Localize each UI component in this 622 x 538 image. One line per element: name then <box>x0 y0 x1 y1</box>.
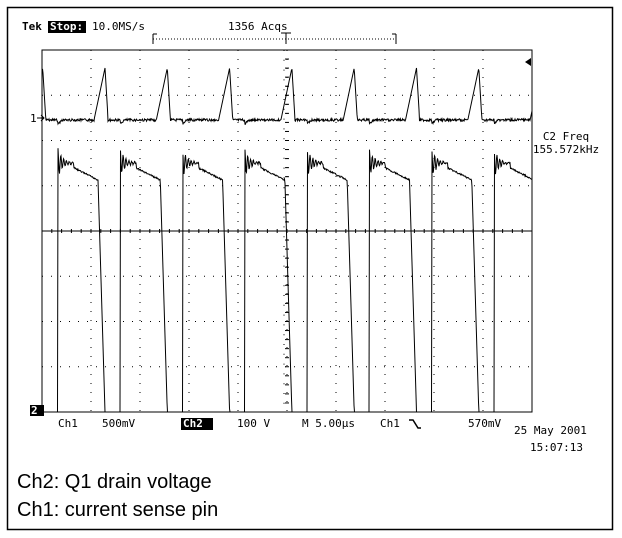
ch2-trace <box>42 148 533 413</box>
sample-rate: 10.0MS/s <box>92 20 145 33</box>
ch1-scale: 500mV <box>102 417 135 430</box>
ch1-trace <box>41 67 533 126</box>
readout-label: C2 Freq <box>543 130 589 143</box>
ch1-arrow <box>37 114 45 122</box>
ch2-marker-box <box>30 405 44 416</box>
frame <box>6 6 614 531</box>
brand: Tek <box>22 20 42 33</box>
time: 15:07:13 <box>530 441 583 454</box>
graticule <box>41 49 532 412</box>
date: 25 May 2001 <box>514 424 587 437</box>
status: Stop: <box>50 20 83 33</box>
status-box <box>48 21 86 33</box>
trigger-level: 570mV <box>468 417 501 430</box>
record-bracket <box>152 32 397 44</box>
trigger-source: Ch1 <box>380 417 400 430</box>
timebase: M 5.00µs <box>302 417 355 430</box>
ch2-label: Ch2 <box>183 417 203 430</box>
ch2-scale: 100 V <box>237 417 270 430</box>
trigger-slope <box>409 419 421 429</box>
screen-border <box>41 49 533 413</box>
readout-value: 155.572kHz <box>533 143 599 156</box>
ch2-label-box <box>181 418 213 430</box>
ch1-marker: 1 <box>30 112 37 125</box>
caption-line: Ch2: Q1 drain voltage <box>17 471 212 493</box>
ch2-marker: 2 <box>31 404 38 417</box>
trigger-arrow <box>525 58 531 66</box>
acquisitions: 1356 Acqs <box>228 20 288 33</box>
ch1-label: Ch1 <box>58 417 78 430</box>
caption-line: Ch1: current sense pin <box>17 499 218 521</box>
